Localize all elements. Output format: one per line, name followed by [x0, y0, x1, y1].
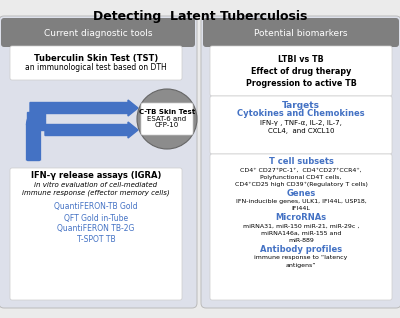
Text: miRNA31, miR-150 miR-21, miR-29c ,: miRNA31, miR-150 miR-21, miR-29c , — [243, 224, 359, 229]
Text: Cytokines and Chemokines: Cytokines and Chemokines — [237, 109, 365, 119]
Text: Detecting  Latent Tuberculosis: Detecting Latent Tuberculosis — [93, 10, 307, 23]
Text: CCL4,  and CXCL10: CCL4, and CXCL10 — [268, 128, 334, 134]
Text: LTBI vs TB: LTBI vs TB — [278, 54, 324, 64]
Text: QFT Gold in-Tube: QFT Gold in-Tube — [64, 213, 128, 223]
Polygon shape — [27, 112, 39, 130]
Text: miR-889: miR-889 — [288, 238, 314, 243]
FancyBboxPatch shape — [141, 103, 193, 135]
Text: IFN-inducible genes, ULK1, IFI44L, USP18,: IFN-inducible genes, ULK1, IFI44L, USP18… — [236, 199, 366, 204]
Text: QuantiFERON-TB Gold: QuantiFERON-TB Gold — [54, 203, 138, 211]
FancyBboxPatch shape — [210, 154, 392, 300]
FancyBboxPatch shape — [210, 96, 392, 154]
Text: Targets: Targets — [282, 100, 320, 109]
Text: CD4⁺ CD27⁺PC-1⁺,  CD4⁺CD27⁺CCR4⁺,: CD4⁺ CD27⁺PC-1⁺, CD4⁺CD27⁺CCR4⁺, — [240, 168, 362, 172]
Text: IFN-γ release assays (IGRA): IFN-γ release assays (IGRA) — [31, 171, 161, 181]
Text: miRNA146a, miR-155 and: miRNA146a, miR-155 and — [261, 231, 341, 236]
Text: Current diagnostic tools: Current diagnostic tools — [44, 29, 152, 38]
Text: Effect of drug therapy: Effect of drug therapy — [251, 66, 351, 75]
FancyBboxPatch shape — [1, 18, 195, 47]
Text: C-TB Skin Test: C-TB Skin Test — [139, 109, 195, 115]
Text: Progression to active TB: Progression to active TB — [246, 79, 356, 87]
Text: antigens”: antigens” — [286, 262, 316, 267]
Text: CD4⁺CD25 high CD39⁺(Regulatory T cells): CD4⁺CD25 high CD39⁺(Regulatory T cells) — [234, 181, 368, 187]
Text: MicroRNAs: MicroRNAs — [276, 213, 326, 223]
Text: Genes: Genes — [286, 190, 316, 198]
FancyArrow shape — [45, 122, 138, 138]
Text: immune response to “latency: immune response to “latency — [254, 255, 348, 260]
Circle shape — [137, 89, 197, 149]
FancyBboxPatch shape — [10, 46, 182, 80]
Text: IFN-γ , TNF-α, IL-2, IL-7,: IFN-γ , TNF-α, IL-2, IL-7, — [260, 120, 342, 126]
Polygon shape — [33, 118, 45, 130]
Text: T-SPOT TB: T-SPOT TB — [77, 236, 115, 245]
Text: an immunological test based on DTH: an immunological test based on DTH — [25, 64, 167, 73]
FancyArrow shape — [30, 100, 138, 116]
Text: CFP-10: CFP-10 — [155, 122, 179, 128]
FancyBboxPatch shape — [210, 46, 392, 96]
FancyBboxPatch shape — [10, 168, 182, 300]
Text: immune response (effector memory cells): immune response (effector memory cells) — [22, 190, 170, 196]
Text: Potential biomarkers: Potential biomarkers — [254, 29, 348, 38]
Text: Polyfunctional CD4T cells,: Polyfunctional CD4T cells, — [260, 175, 342, 179]
Text: Antibody profiles: Antibody profiles — [260, 245, 342, 254]
FancyBboxPatch shape — [0, 16, 197, 308]
Text: Tuberculin Skin Test (TST): Tuberculin Skin Test (TST) — [34, 54, 158, 64]
Text: ESAT-6 and: ESAT-6 and — [148, 116, 186, 122]
Polygon shape — [26, 124, 38, 160]
Polygon shape — [26, 107, 44, 125]
FancyBboxPatch shape — [203, 18, 399, 47]
Text: IFI44L: IFI44L — [292, 206, 310, 211]
Text: QuantiFERON TB-2G: QuantiFERON TB-2G — [57, 225, 135, 233]
Text: T cell subsets: T cell subsets — [268, 157, 334, 167]
FancyBboxPatch shape — [201, 16, 400, 308]
Text: in vitro evaluation of cell-mediated: in vitro evaluation of cell-mediated — [34, 182, 158, 188]
